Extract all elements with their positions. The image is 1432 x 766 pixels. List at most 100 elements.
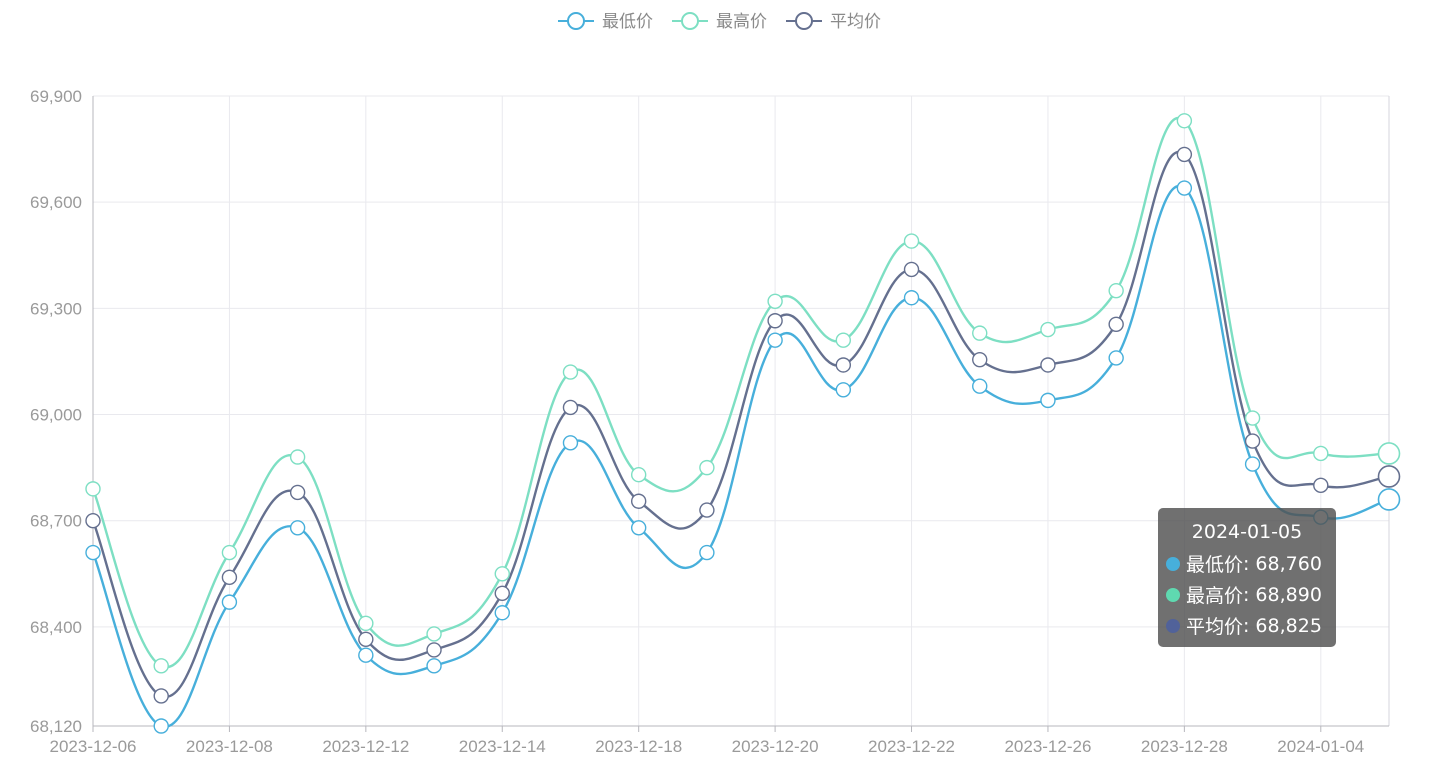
y-tick-label: 68,700 [30, 512, 82, 531]
data-point-high[interactable] [289, 449, 306, 465]
tooltip: 2024-01-05 最低价: 68,760 最高价: 68,890 平均价: … [1158, 508, 1336, 647]
x-tick-label: 2023-12-28 [1141, 737, 1228, 756]
data-point-high[interactable] [426, 626, 442, 642]
y-tick-label: 69,600 [30, 193, 82, 212]
series-points [85, 113, 1401, 734]
data-point-high[interactable] [630, 467, 647, 483]
data-point-high[interactable] [1040, 321, 1056, 338]
data-point-high[interactable] [85, 481, 101, 497]
data-point-high[interactable] [1176, 113, 1193, 129]
data-point-avg[interactable] [85, 513, 101, 529]
data-point-low[interactable] [562, 435, 579, 451]
data-point-avg[interactable] [1108, 316, 1124, 332]
data-point-low[interactable] [1108, 350, 1124, 366]
data-point-high[interactable] [1244, 410, 1261, 426]
tooltip-high-label: 最高价 [1186, 585, 1244, 607]
data-point-avg[interactable] [289, 484, 306, 501]
data-point-low[interactable] [630, 520, 647, 536]
tooltip-row-low: 最低价: 68,760 [1158, 548, 1336, 579]
data-point-low[interactable] [85, 544, 101, 561]
x-tick-label: 2023-12-06 [50, 737, 137, 756]
data-point-avg[interactable] [767, 313, 783, 329]
tooltip-low-label: 最低价 [1186, 554, 1244, 576]
data-point-low[interactable] [699, 544, 715, 561]
legend-item-low[interactable]: 最低价 [558, 12, 653, 32]
data-point-avg[interactable] [426, 642, 442, 658]
data-point-avg[interactable] [972, 351, 988, 368]
data-point-avg[interactable] [630, 493, 647, 509]
data-point-high[interactable] [562, 364, 579, 380]
data-point-avg[interactable] [221, 569, 238, 586]
legend-label: 最低价 [602, 12, 653, 32]
tooltip-high-marker [1166, 587, 1180, 602]
data-point-avg[interactable] [1377, 465, 1401, 488]
legend-item-high[interactable]: 最高价 [672, 12, 767, 32]
data-point-avg[interactable] [562, 399, 579, 416]
data-point-high[interactable] [972, 325, 988, 341]
data-point-high[interactable] [767, 293, 783, 309]
legend-marker [681, 12, 699, 30]
tooltip-avg-marker [1166, 618, 1180, 633]
data-point-avg[interactable] [153, 688, 169, 704]
x-tick-label: 2023-12-20 [732, 737, 819, 756]
tooltip-high-value: 68,890 [1255, 583, 1322, 606]
data-point-high[interactable] [1377, 442, 1401, 465]
data-point-high[interactable] [699, 459, 715, 476]
tooltip-row-high: 最高价: 68,890 [1158, 579, 1336, 610]
data-point-high[interactable] [221, 544, 238, 561]
data-point-high[interactable] [494, 566, 510, 582]
y-tick-label: 69,000 [30, 406, 82, 425]
data-point-low[interactable] [426, 658, 442, 674]
data-point-low[interactable] [767, 332, 783, 348]
data-point-avg[interactable] [699, 502, 715, 518]
legend-marker [795, 12, 813, 30]
data-point-low[interactable] [494, 605, 510, 621]
data-point-low[interactable] [1040, 392, 1056, 409]
x-tick-label: 2023-12-26 [1004, 737, 1091, 756]
y-tick-label: 68,120 [30, 717, 82, 736]
x-tick-label: 2023-12-08 [186, 737, 273, 756]
data-point-low[interactable] [903, 290, 920, 306]
data-point-avg[interactable] [1176, 146, 1193, 163]
legend-item-avg[interactable]: 平均价 [786, 12, 881, 32]
data-point-low[interactable] [1176, 180, 1193, 196]
legend-marker [567, 12, 585, 30]
data-point-avg[interactable] [494, 585, 510, 601]
axes: 68,120 68,400 68,700 69,000 69,300 69,600 69,9… [30, 87, 1389, 756]
data-point-low[interactable] [289, 520, 306, 536]
tooltip-row-avg: 平均价: 68,825 [1158, 610, 1336, 641]
x-tick-label: 2023-12-22 [868, 737, 955, 756]
legend-label: 最高价 [716, 12, 767, 32]
data-point-low[interactable] [835, 382, 852, 398]
data-point-avg[interactable] [1244, 433, 1261, 449]
data-point-avg[interactable] [358, 631, 374, 647]
tooltip-avg-label: 平均价 [1186, 616, 1244, 638]
data-point-low[interactable] [221, 594, 238, 610]
y-tick-label: 69,300 [30, 299, 82, 318]
data-point-high[interactable] [153, 658, 169, 674]
x-tick-label: 2023-12-12 [322, 737, 409, 756]
data-point-avg[interactable] [1313, 477, 1329, 494]
data-point-high[interactable] [903, 233, 920, 249]
data-point-avg[interactable] [903, 261, 920, 278]
data-point-high[interactable] [835, 332, 852, 348]
tooltip-date: 2024-01-05 [1191, 521, 1303, 543]
data-point-avg[interactable] [1040, 357, 1056, 373]
data-point-high[interactable] [1108, 282, 1124, 299]
tooltip-avg-value: 68,825 [1255, 614, 1322, 637]
data-point-low[interactable] [153, 718, 169, 734]
data-point-high[interactable] [358, 615, 374, 632]
y-tick-label: 68,400 [30, 618, 82, 637]
x-tick-label: 2023-12-18 [595, 737, 682, 756]
data-point-high[interactable] [1313, 445, 1329, 462]
data-point-low[interactable] [1377, 488, 1401, 511]
data-point-avg[interactable] [835, 357, 852, 373]
data-point-low[interactable] [358, 647, 374, 663]
tooltip-low-marker [1166, 556, 1180, 571]
data-point-low[interactable] [972, 378, 988, 394]
data-point-low[interactable] [1244, 456, 1261, 472]
tooltip-low-value: 68,760 [1255, 552, 1322, 575]
legend[interactable]: 最低价 最高价 平均价 [558, 12, 881, 32]
x-tick-label: 2023-12-14 [459, 737, 546, 756]
